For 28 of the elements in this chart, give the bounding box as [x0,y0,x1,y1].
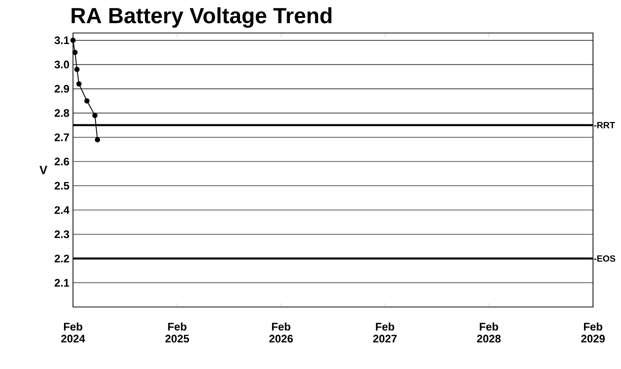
point [74,66,80,72]
y-tick-label: 2.5 [54,182,70,190]
x-tick-label: Feb 2028 [477,322,501,343]
point [70,38,76,43]
x-tick-label: Feb 2029 [581,322,605,343]
y-tick-label: 3.0 [54,60,70,68]
y-tick-label: 2.3 [54,230,70,238]
point [84,98,90,104]
point [94,137,100,142]
y-tick-label: 2.8 [54,109,70,117]
x-tick-label: Feb 2026 [269,322,293,343]
y-tick-label: 3.1 [54,36,70,44]
y-tick-label: 2.2 [54,254,70,262]
y-tick-label: 2.4 [54,206,70,214]
point [76,81,82,87]
chart-title: RA Battery Voltage Trend [72,7,332,28]
y-tick-label: 2.9 [54,84,70,93]
x-tick-label: Feb 2027 [373,322,397,343]
x-tick-label: Feb 2025 [165,322,190,343]
y-tick-label: 2.6 [54,158,70,166]
y-tick-label: 2.7 [54,133,69,142]
ref-line-label: -EOS [594,255,616,262]
y-tick-label: 2.1 [54,278,70,287]
y-axis-title: V [40,166,48,174]
point [72,50,78,56]
ref-line-label: -RRT [594,122,616,128]
x-tick-label: Feb 2024 [61,322,86,343]
point [92,112,98,118]
